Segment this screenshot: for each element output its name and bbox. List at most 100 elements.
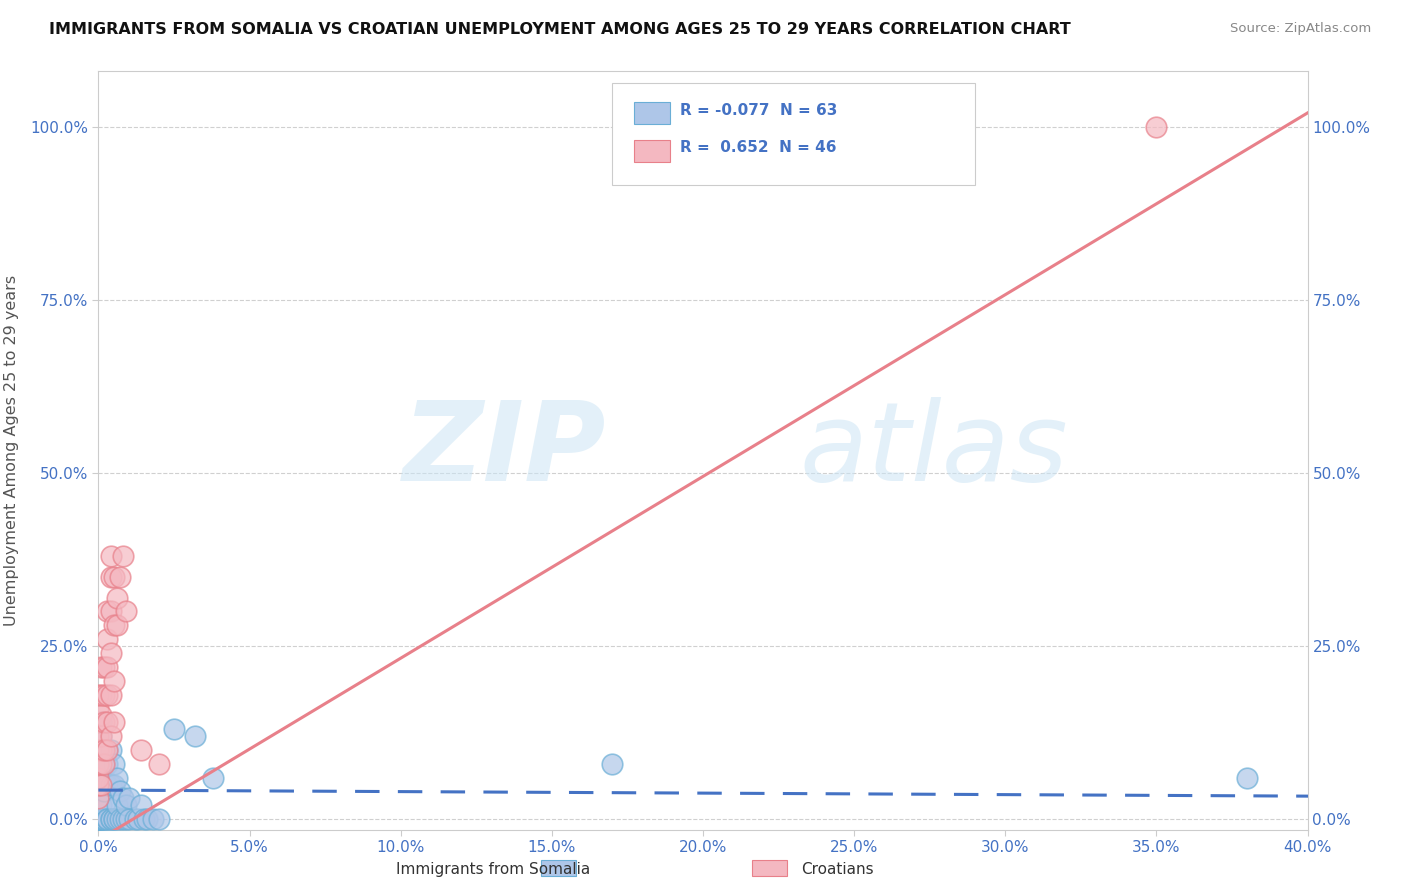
Point [93, 798, 115, 813]
Point [602, 756, 624, 771]
Y-axis label: Unemployment Among Ages 25 to 29 years: Unemployment Among Ages 25 to 29 years [4, 275, 18, 626]
Bar [752, 860, 787, 876]
Point [90, 729, 112, 743]
Point [103, 570, 125, 584]
Point [90, 743, 112, 757]
Point [93, 784, 115, 798]
Point [100, 570, 122, 584]
Point [202, 771, 225, 785]
FancyBboxPatch shape [634, 139, 671, 162]
Point [87, 771, 110, 785]
Text: IMMIGRANTS FROM SOMALIA VS CROATIAN UNEMPLOYMENT AMONG AGES 25 TO 29 YEARS CORRE: IMMIGRANTS FROM SOMALIA VS CROATIAN UNEM… [49, 22, 1071, 37]
Point [118, 812, 141, 826]
Point [93, 743, 115, 757]
Point [93, 743, 115, 757]
Point [87, 771, 110, 785]
Point [103, 715, 125, 730]
Point [111, 812, 134, 826]
Point [105, 798, 128, 813]
Point [163, 722, 186, 736]
Point [87, 812, 110, 826]
Point [103, 756, 125, 771]
Point [87, 756, 110, 771]
Point [129, 743, 152, 757]
Point [124, 812, 146, 826]
Text: Croatians: Croatians [801, 863, 875, 877]
Point [132, 812, 155, 826]
Point [103, 778, 125, 792]
Point [100, 743, 122, 757]
Point [87, 791, 110, 805]
Point [93, 771, 115, 785]
Point [111, 791, 134, 805]
Text: R = -0.077  N = 63: R = -0.077 N = 63 [681, 103, 838, 118]
Point [844, 140, 866, 154]
Point [93, 715, 115, 730]
Point [90, 764, 112, 778]
Point [87, 778, 110, 792]
Point [105, 812, 128, 826]
Point [184, 729, 207, 743]
Point [90, 743, 112, 757]
Point [87, 812, 110, 826]
Point [103, 812, 125, 826]
Point [87, 715, 110, 730]
Point [1144, 120, 1167, 134]
Point [87, 812, 110, 826]
Point [90, 778, 112, 792]
Point [96, 688, 118, 702]
Point [93, 812, 115, 826]
FancyBboxPatch shape [613, 83, 976, 186]
Point [108, 812, 131, 826]
Point [100, 549, 122, 563]
Point [148, 756, 170, 771]
Point [100, 812, 122, 826]
Point [148, 812, 170, 826]
Point [90, 729, 112, 743]
Point [105, 591, 128, 605]
Point [96, 812, 118, 826]
Point [90, 688, 112, 702]
Point [108, 784, 131, 798]
Point [93, 756, 115, 771]
FancyBboxPatch shape [634, 102, 671, 125]
Point [87, 784, 110, 798]
Point [100, 778, 122, 792]
Point [127, 812, 149, 826]
Point [87, 764, 110, 778]
Point [96, 715, 118, 730]
Point [96, 812, 118, 826]
Point [100, 729, 122, 743]
Point [96, 743, 118, 757]
Point [103, 618, 125, 632]
Point [93, 660, 115, 674]
Point [90, 812, 112, 826]
Point [105, 771, 128, 785]
Text: ZIP: ZIP [402, 397, 606, 504]
Point [100, 646, 122, 660]
Point [100, 812, 122, 826]
Point [90, 660, 112, 674]
Point [142, 812, 165, 826]
Point [90, 708, 112, 723]
Point [96, 756, 118, 771]
Point [96, 660, 118, 674]
Text: Source: ZipAtlas.com: Source: ZipAtlas.com [1230, 22, 1371, 36]
Point [87, 756, 110, 771]
Point [114, 812, 136, 826]
Text: R =  0.652  N = 46: R = 0.652 N = 46 [681, 140, 837, 155]
Point [87, 798, 110, 813]
Bar [541, 860, 576, 876]
Point [1236, 771, 1258, 785]
Point [100, 688, 122, 702]
Point [114, 798, 136, 813]
Point [96, 778, 118, 792]
Point [129, 798, 152, 813]
Point [111, 549, 134, 563]
Point [87, 743, 110, 757]
Point [96, 743, 118, 757]
Point [118, 791, 141, 805]
Point [90, 778, 112, 792]
Point [87, 778, 110, 792]
Point [93, 688, 115, 702]
